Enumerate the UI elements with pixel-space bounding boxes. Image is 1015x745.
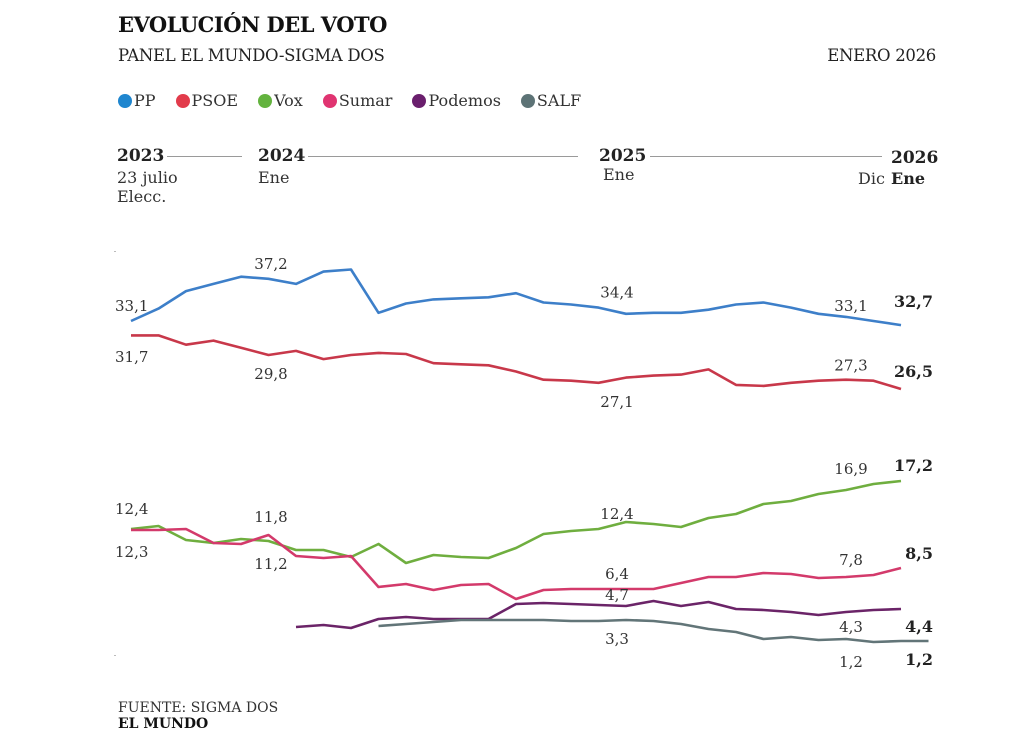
brand-logo: EL MUNDO (118, 716, 209, 732)
data-label-vox: 12,4 (600, 505, 633, 523)
legend-item-vox: Vox (258, 91, 303, 110)
data-label-podemos: 4,4 (905, 617, 933, 636)
data-label-vox: 17,2 (894, 456, 933, 475)
timeline-divider (650, 156, 882, 157)
data-label-psoe: 27,1 (600, 393, 633, 411)
data-label-psoe: 29,8 (254, 365, 287, 383)
legend-item-podemos: Podemos (412, 91, 501, 110)
source-note: FUENTE: SIGMA DOS (118, 700, 279, 716)
chart-subtitle: PANEL EL MUNDO-SIGMA DOS (118, 46, 385, 65)
data-label-sumar: 12,3 (115, 543, 148, 561)
data-label-salf: 1,2 (839, 653, 863, 671)
chart-panel-minor-parties: 12,4 11,8 12,4 16,9 17,2 12,3 11,2 6,4 7,8 8,5 4,7… (115, 456, 933, 671)
data-label-pp: 34,4 (600, 284, 633, 302)
timeline-year-2025: 2025 (599, 146, 647, 166)
data-label-sumar: 8,5 (905, 544, 933, 563)
data-label-pp: 32,7 (894, 292, 933, 311)
chart-panel-pp-psoe: 33,1 37,2 34,4 33,1 32,7 31,7 29,8 27,1 27,3 26,5 (115, 255, 933, 411)
legend-dot-icon (258, 93, 273, 108)
legend-label: Sumar (338, 91, 393, 110)
timeline-sub-2023-event: Elecc. (117, 187, 167, 206)
data-label-psoe: 27,3 (834, 357, 867, 375)
data-label-psoe: 31,7 (115, 348, 148, 366)
timeline-sub-2026: Ene (891, 169, 926, 188)
legend-label: PSOE (191, 91, 239, 110)
series-line-pp (130, 268, 902, 327)
timeline-sub-dic: Dic (858, 169, 885, 188)
data-label-podemos: 4,3 (839, 618, 863, 636)
data-label-salf: 3,3 (605, 630, 629, 648)
data-label-sumar: 7,8 (839, 551, 863, 569)
series-line-sumar (131, 527, 902, 601)
data-label-pp: 33,1 (834, 297, 867, 315)
axis-tick (114, 251, 116, 252)
series-line-podemos (295, 599, 902, 630)
data-label-psoe: 26,5 (894, 362, 933, 381)
timeline-divider (167, 156, 242, 157)
timeline-year-2023: 2023 (117, 146, 165, 166)
legend-item-salf: SALF (520, 91, 582, 110)
series-line-salf (378, 618, 929, 644)
timeline-sub-2023-date: 23 julio (117, 168, 178, 187)
legend-label: PP (134, 91, 156, 110)
data-label-vox: 11,8 (254, 508, 287, 526)
legend-item-psoe: PSOE (175, 91, 239, 110)
legend-dot-icon (175, 93, 190, 108)
chart-title: EVOLUCIÓN DEL VOTO (118, 12, 387, 37)
data-label-sumar: 11,2 (254, 555, 287, 573)
legend-dot-icon (412, 93, 427, 108)
legend-item-pp: PP (118, 91, 156, 110)
data-label-sumar: 6,4 (605, 565, 629, 583)
legend-label: Vox (274, 91, 303, 110)
data-label-pp: 37,2 (254, 255, 287, 273)
legend-label: SALF (536, 91, 582, 110)
legend-dot-icon (520, 93, 535, 108)
timeline-divider (308, 156, 578, 157)
legend-item-sumar: Sumar (322, 91, 393, 110)
timeline-sub-2024: Ene (258, 168, 290, 187)
series-line-vox (130, 479, 902, 565)
data-label-vox: 16,9 (834, 460, 867, 478)
timeline-year-2024: 2024 (258, 146, 306, 166)
chart-date: ENERO 2026 (827, 46, 936, 65)
axis-tick (114, 655, 116, 656)
legend-label: Podemos (428, 91, 501, 110)
legend-dot-icon (118, 93, 132, 108)
timeline-year-2026: 2026 (891, 148, 939, 168)
data-label-vox: 12,4 (115, 500, 148, 518)
legend: PP PSOE Vox Sumar Podemos SALF (118, 91, 581, 110)
series-line-psoe (131, 334, 902, 391)
data-label-salf: 1,2 (905, 650, 933, 669)
data-label-podemos: 4,7 (605, 586, 629, 604)
timeline-sub-2025: Ene (603, 165, 635, 184)
data-label-pp: 33,1 (115, 297, 148, 315)
legend-dot-icon (322, 93, 337, 108)
